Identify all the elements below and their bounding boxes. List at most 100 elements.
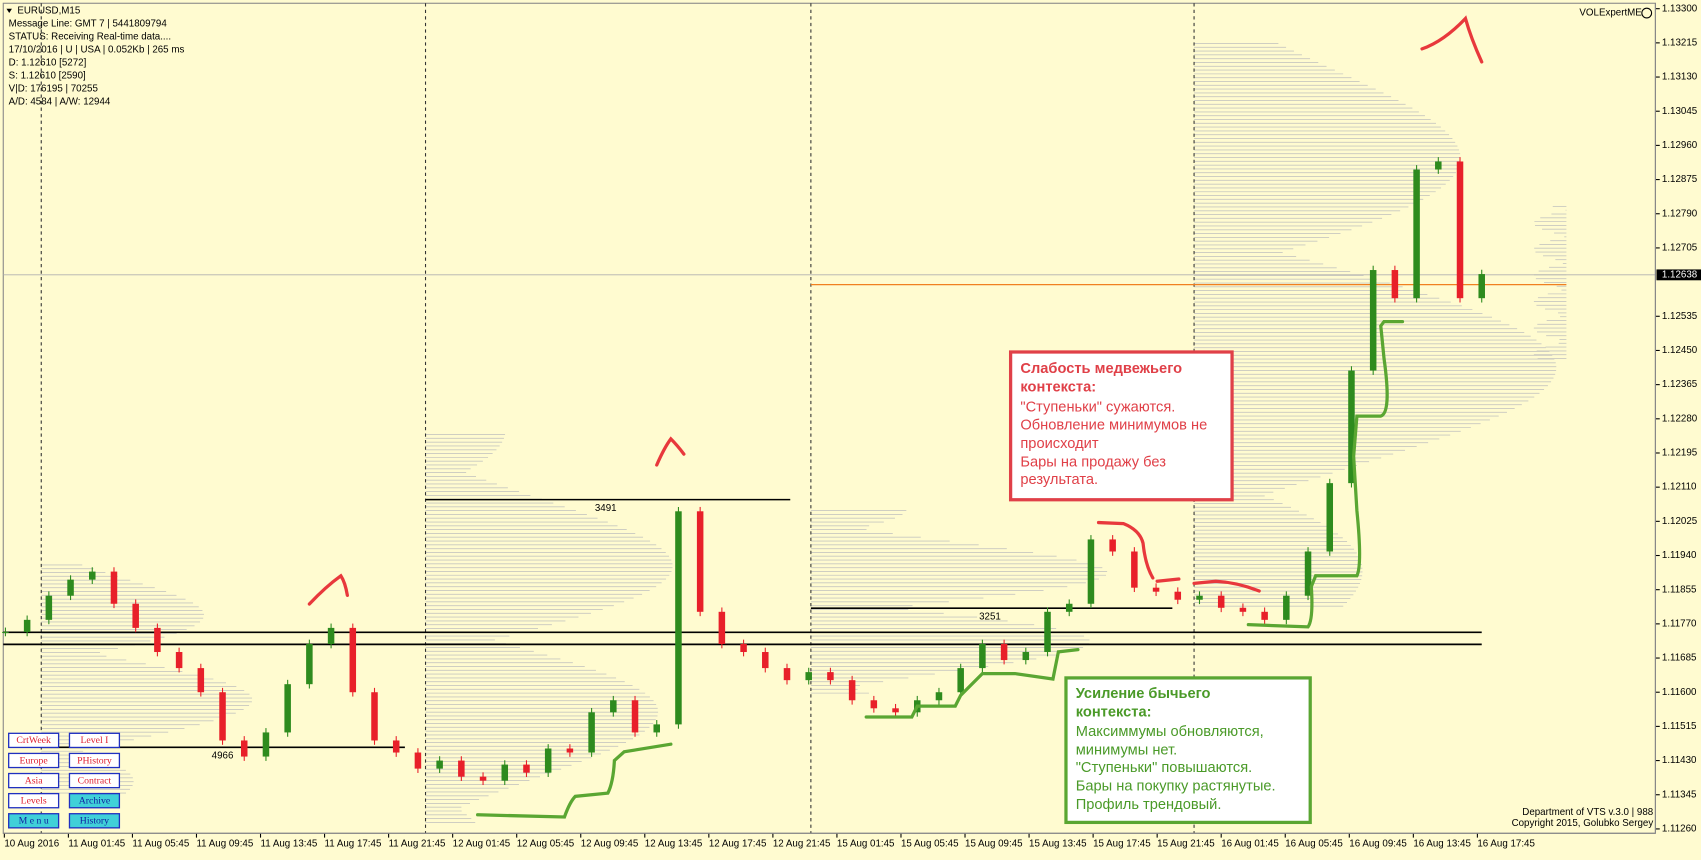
green-stroke: [1246, 319, 1405, 629]
candle: [349, 627, 357, 693]
button-label[interactable]: Europe: [20, 755, 48, 766]
info-line: A/D: 4584 | A/W: 12944: [9, 97, 111, 108]
time-tick-label: 15 Aug 21:45: [1157, 839, 1215, 850]
time-tick-label: 16 Aug 13:45: [1413, 839, 1471, 850]
current-price-label: 1.12638: [1662, 269, 1697, 280]
current-price-box: [1656, 269, 1701, 281]
candle: [718, 611, 726, 644]
price-tick-label: 1.11600: [1662, 687, 1697, 698]
chart-layer: 1.13300 1.13215 1.13130 1.13045 1.12960 1.128…: [2, 3, 1701, 850]
symbol-label: EURUSD,M15: [17, 5, 80, 16]
candle: [1065, 603, 1073, 612]
time-tick-label: 10 Aug 2016: [4, 839, 59, 850]
button-label[interactable]: Archive: [79, 795, 110, 806]
time-tick-label: 12 Aug 09:45: [581, 839, 639, 850]
time-tick-label: 11 Aug 01:45: [68, 839, 125, 850]
price-tick-label: 1.12195: [1662, 448, 1698, 459]
candle: [371, 692, 378, 741]
price-tick-label: 1.12960: [1662, 140, 1698, 151]
candle: [740, 643, 747, 653]
candle: [1152, 587, 1160, 592]
price-tick-label: 1.11430: [1662, 755, 1697, 766]
button-label[interactable]: CrtWeek: [16, 735, 51, 746]
candle: [284, 684, 291, 733]
price-tick-label: 1.11345: [1662, 789, 1697, 800]
annotation-line: результата.: [1020, 472, 1098, 488]
annotation-title: контекста:: [1076, 705, 1152, 721]
time-tick-label: 15 Aug 17:45: [1093, 839, 1151, 850]
button[interactable]: [8, 792, 60, 809]
candle: [154, 627, 161, 653]
candle: [566, 748, 574, 753]
time-tick-label: 12 Aug 13:45: [645, 839, 703, 850]
green-stroke: [864, 648, 1080, 719]
candle: [1196, 595, 1203, 600]
candle: [392, 740, 400, 753]
button-label[interactable]: Levels: [21, 795, 47, 806]
price-tick-label: 1.12450: [1662, 345, 1698, 356]
candle: [588, 712, 595, 753]
candle: [1348, 370, 1355, 484]
indicator-icon: [1641, 7, 1653, 19]
candle: [89, 571, 96, 580]
candle: [762, 652, 769, 669]
button-label[interactable]: PHistory: [77, 755, 112, 766]
price-tick-label: 1.12025: [1662, 516, 1698, 527]
button[interactable]: [68, 752, 121, 769]
candle: [870, 700, 878, 709]
button[interactable]: [8, 813, 60, 829]
button[interactable]: [68, 813, 121, 829]
candle: [1174, 591, 1182, 600]
button[interactable]: [8, 772, 60, 789]
candle: [501, 764, 509, 781]
candle: [479, 776, 487, 781]
time-tick-label: 15 Aug 09:45: [965, 839, 1023, 850]
time-tick-label: 11 Aug 13:45: [261, 839, 318, 850]
annotation-line: "Ступеньки" сужаются.: [1020, 399, 1175, 415]
indicator-name: VOLExpertME: [1579, 8, 1642, 19]
level-label: 3491: [595, 503, 617, 514]
candle: [1217, 595, 1225, 608]
annotation-title: Усиление бычьего: [1076, 686, 1211, 702]
candle: [436, 760, 443, 769]
button[interactable]: [68, 772, 121, 789]
button[interactable]: [8, 732, 60, 749]
candle: [1413, 169, 1420, 299]
candle: [1391, 270, 1399, 299]
candle: [1435, 161, 1442, 170]
candle: [805, 672, 812, 681]
price-tick-label: 1.11940: [1662, 550, 1697, 561]
button-label[interactable]: Asia: [25, 775, 44, 786]
candle: [306, 643, 313, 685]
candle: [197, 668, 205, 693]
candle: [1087, 539, 1095, 604]
red-stroke: [307, 573, 349, 606]
price-tick-label: 1.12535: [1662, 311, 1698, 322]
time-tick-label: 16 Aug 09:45: [1349, 839, 1407, 850]
dropdown-icon: [6, 8, 12, 14]
footer-line: Copyright 2015, Golubko Sergey: [1512, 818, 1654, 829]
candle: [1304, 551, 1312, 596]
footer-line: Department of VTS v.3.0 | 988: [1522, 807, 1653, 818]
red-stroke: [655, 436, 686, 467]
price-tick-label: 1.13130: [1662, 72, 1698, 83]
button-label[interactable]: History: [80, 816, 109, 827]
button[interactable]: [8, 752, 60, 769]
time-tick-label: 11 Aug 09:45: [196, 839, 253, 850]
candle: [458, 760, 465, 777]
level-label: 3251: [979, 611, 1001, 622]
candle: [262, 732, 270, 757]
info-line: D: 1.12610 [5272]: [9, 58, 87, 69]
button-label[interactable]: Level I: [80, 735, 108, 746]
annotation-line: происходит: [1020, 436, 1098, 452]
button-label[interactable]: M e n u: [19, 816, 49, 827]
annotation-line: Обновление минимумов не: [1020, 418, 1207, 434]
price-tick-label: 1.11855: [1662, 584, 1697, 595]
button[interactable]: [68, 732, 121, 749]
price-tick-label: 1.12875: [1662, 174, 1698, 185]
volume-profile: [41, 43, 1567, 823]
green-stroke: [475, 742, 673, 819]
button-label[interactable]: Contract: [78, 775, 112, 786]
button[interactable]: [68, 792, 121, 809]
